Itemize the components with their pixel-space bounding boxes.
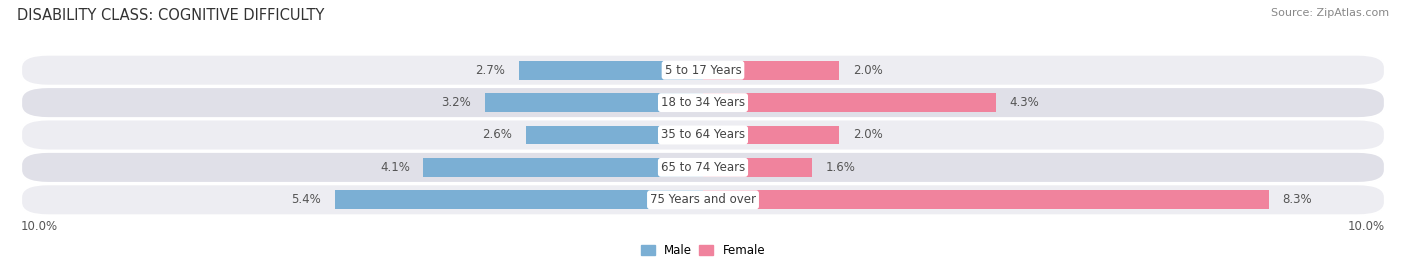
FancyBboxPatch shape (21, 55, 1385, 86)
Text: 5 to 17 Years: 5 to 17 Years (665, 64, 741, 77)
Bar (485, 93, 703, 112)
Text: 10.0%: 10.0% (1348, 220, 1385, 233)
Text: 4.3%: 4.3% (1010, 96, 1039, 109)
Text: 18 to 34 Years: 18 to 34 Years (661, 96, 745, 109)
Bar (703, 93, 997, 112)
Text: 8.3%: 8.3% (1282, 193, 1312, 206)
Text: Source: ZipAtlas.com: Source: ZipAtlas.com (1271, 8, 1389, 18)
Bar (703, 190, 1270, 209)
Text: 2.0%: 2.0% (853, 129, 883, 141)
Text: 4.1%: 4.1% (380, 161, 409, 174)
FancyBboxPatch shape (21, 119, 1385, 151)
FancyBboxPatch shape (21, 184, 1385, 215)
Legend: Male, Female: Male, Female (636, 239, 770, 262)
Bar (703, 126, 839, 144)
Bar (423, 158, 703, 177)
Text: 75 Years and over: 75 Years and over (650, 193, 756, 206)
Text: 65 to 74 Years: 65 to 74 Years (661, 161, 745, 174)
Bar (526, 126, 703, 144)
Text: 3.2%: 3.2% (441, 96, 471, 109)
Bar (335, 190, 703, 209)
Text: 5.4%: 5.4% (291, 193, 321, 206)
Text: 2.0%: 2.0% (853, 64, 883, 77)
Bar (703, 61, 839, 80)
Text: 1.6%: 1.6% (825, 161, 856, 174)
FancyBboxPatch shape (21, 152, 1385, 183)
Text: 10.0%: 10.0% (21, 220, 58, 233)
Text: 2.7%: 2.7% (475, 64, 505, 77)
Text: 2.6%: 2.6% (482, 129, 512, 141)
Bar (703, 158, 813, 177)
Text: DISABILITY CLASS: COGNITIVE DIFFICULTY: DISABILITY CLASS: COGNITIVE DIFFICULTY (17, 8, 325, 23)
FancyBboxPatch shape (21, 87, 1385, 118)
Bar (519, 61, 703, 80)
Text: 35 to 64 Years: 35 to 64 Years (661, 129, 745, 141)
